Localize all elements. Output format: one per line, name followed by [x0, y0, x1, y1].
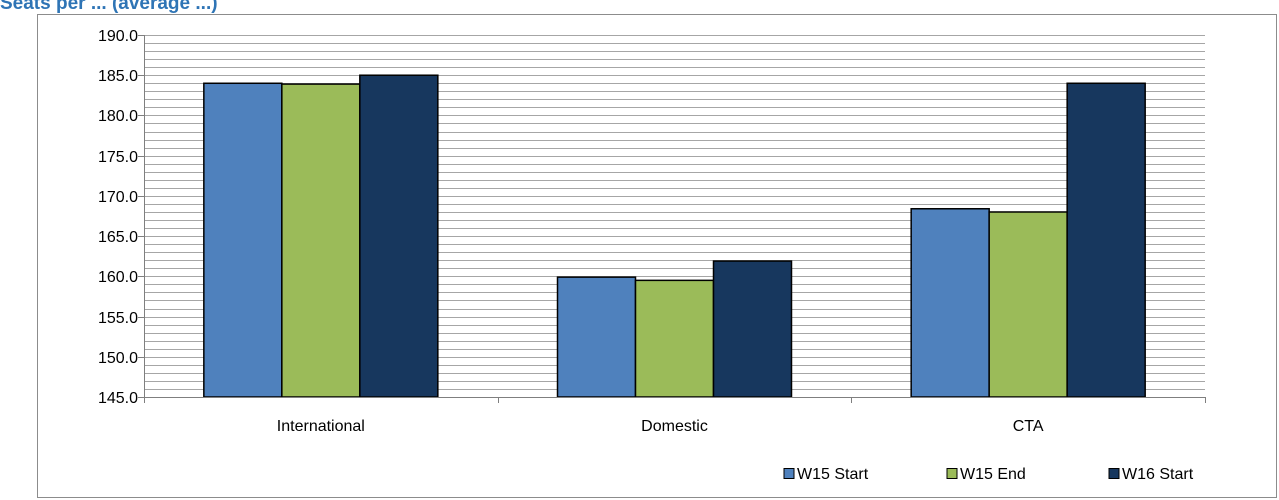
y-tick-label: 145.0 [98, 390, 138, 407]
bars [203, 74, 1146, 398]
y-tick-label: 160.0 [98, 269, 138, 286]
legend-swatch [1108, 468, 1120, 479]
axis-labels: 145.0 150.0 155.0 160.0 165.0 170.0 175.0 180.0… [98, 28, 1044, 435]
legend-label: W15 Start [797, 466, 869, 483]
bar-domestic-w15-start [556, 276, 637, 398]
axes [138, 35, 1206, 403]
legend: W15 Start W15 End W16 Start [783, 466, 1194, 483]
y-tick-label: 175.0 [98, 149, 138, 166]
bar-cta-w15-end [988, 211, 1068, 398]
y-tick-label: 150.0 [98, 350, 138, 367]
bar-cta-w15-start [910, 208, 990, 398]
bar-international-w16-start [359, 74, 439, 398]
legend-swatch [783, 468, 795, 479]
x-tick-label: International [277, 418, 365, 435]
legend-label: W15 End [960, 466, 1026, 483]
legend-swatch [946, 468, 958, 479]
legend-item: W16 Start [1108, 466, 1194, 483]
bar-domestic-w15-end [634, 279, 715, 398]
bar-international-w15-start [203, 82, 283, 398]
bar-domestic-w16-start [712, 260, 793, 398]
x-tick-label: Domestic [641, 418, 708, 435]
y-tick-label: 190.0 [98, 28, 138, 45]
legend-label: W16 Start [1122, 466, 1194, 483]
legend-item: W15 End [946, 466, 1026, 483]
y-tick-label: 170.0 [98, 189, 138, 206]
y-tick-label: 165.0 [98, 229, 138, 246]
bar-cta-w16-start [1066, 82, 1146, 398]
legend-item: W15 Start [783, 466, 869, 483]
y-tick-label: 155.0 [98, 310, 138, 327]
chart-title: Seats per ... (average ...) [0, 0, 218, 14]
y-tick-label: 180.0 [98, 108, 138, 125]
x-tick-label: CTA [1013, 418, 1044, 435]
y-tick-label: 185.0 [98, 68, 138, 85]
bar-international-w15-end [281, 83, 361, 398]
